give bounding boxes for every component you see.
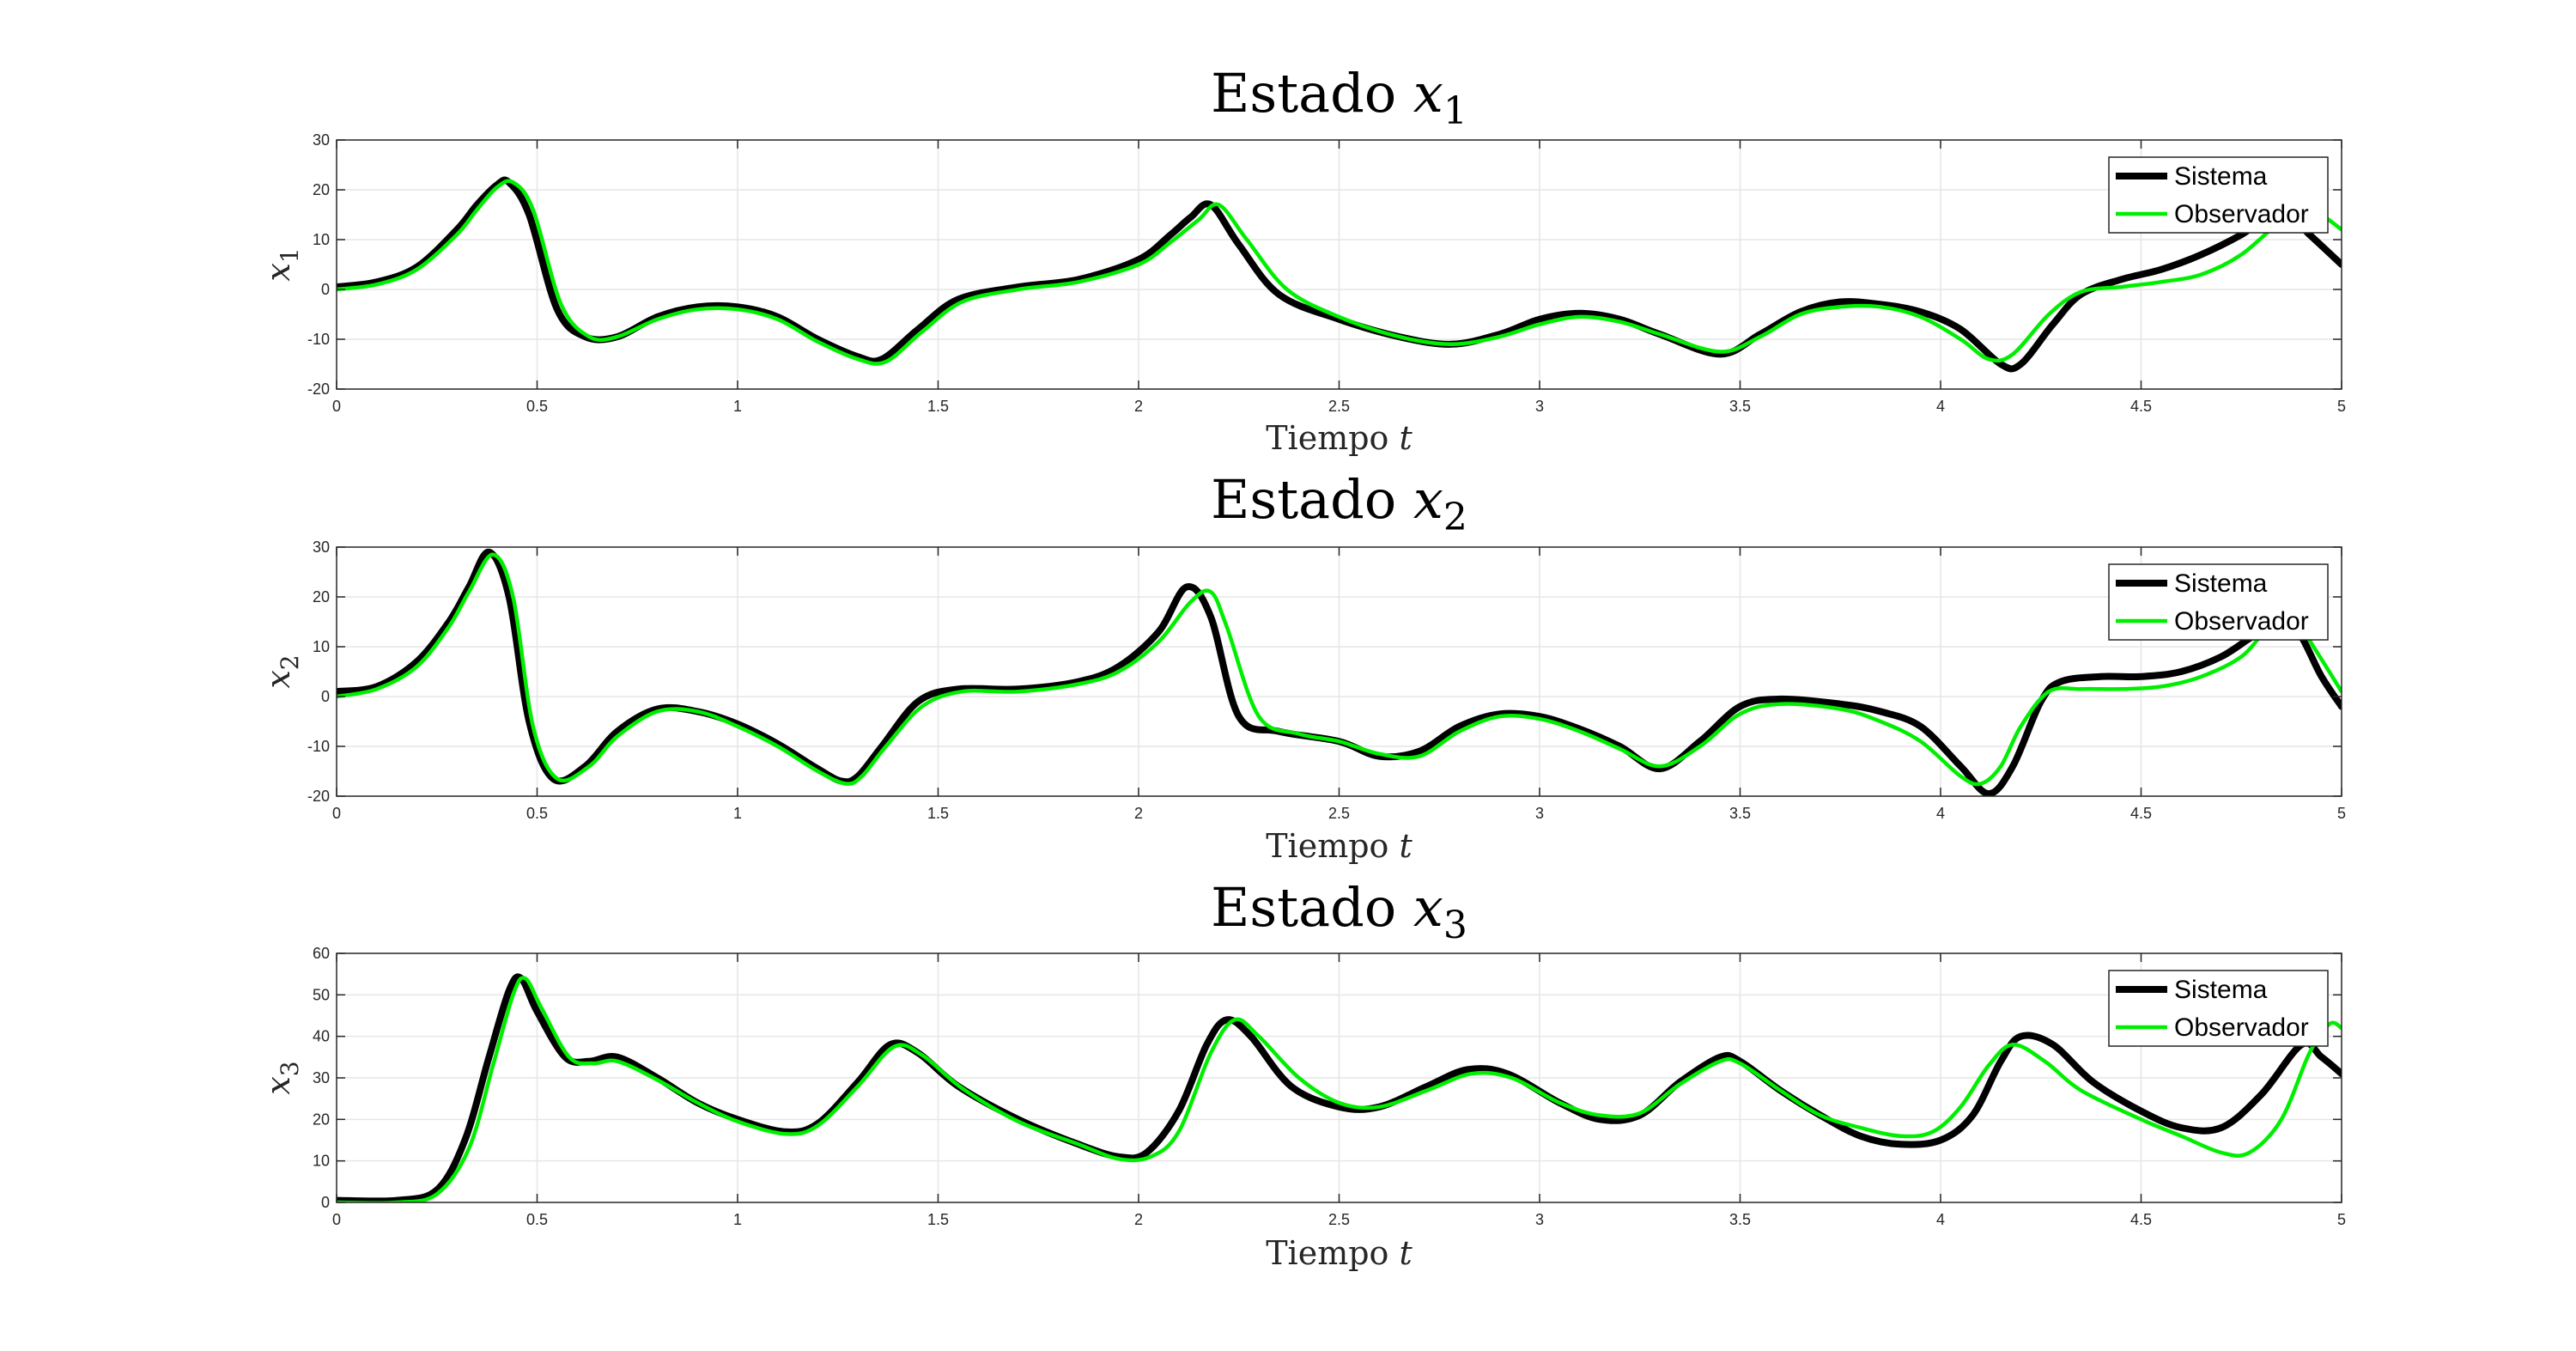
x-tick-label: 1.5 bbox=[927, 805, 949, 822]
x-tick-label: 4.5 bbox=[2130, 398, 2152, 415]
y-tick-label: 20 bbox=[313, 1111, 330, 1128]
y-tick-label: -20 bbox=[307, 788, 330, 805]
y-tick-label: -10 bbox=[307, 738, 330, 755]
chart-title: Estado x3 bbox=[1211, 876, 1467, 947]
x-tick-label: 3 bbox=[1535, 805, 1544, 822]
y-tick-label: 30 bbox=[313, 131, 330, 149]
x-tick-label: 3 bbox=[1535, 1211, 1544, 1228]
legend-box bbox=[2108, 563, 2329, 641]
y-tick-label: 30 bbox=[313, 539, 330, 556]
chart-panel-1: 0 0.5 1 1.5 2 2.5 3 3.5 4 4.5 5 -20 -10 0 10 20 30 Estado… bbox=[259, 62, 2346, 457]
x-tick-label: 4 bbox=[1936, 805, 1945, 822]
legend-label: Sistema bbox=[2174, 162, 2268, 191]
x-tick-label: 1 bbox=[733, 398, 742, 415]
x-tick-label: 5 bbox=[2337, 805, 2346, 822]
x-tick-label: 4.5 bbox=[2130, 1211, 2152, 1228]
x-tick-label: 3.5 bbox=[1729, 398, 1751, 415]
series-line-observador bbox=[337, 552, 2342, 787]
legend-box bbox=[2108, 156, 2329, 234]
x-axis-label: Tiempo t bbox=[1266, 1234, 1413, 1272]
series-line-observador bbox=[337, 976, 2342, 1202]
y-axis-label: x3 bbox=[259, 1061, 304, 1094]
y-tick-label: 10 bbox=[313, 231, 330, 248]
x-axis-label: Tiempo t bbox=[1266, 827, 1413, 865]
x-tick-label: 3.5 bbox=[1729, 805, 1751, 822]
legend: Sistema Observador bbox=[2108, 563, 2329, 641]
chart-title: Estado x1 bbox=[1211, 62, 1467, 133]
legend-label: Sistema bbox=[2174, 976, 2268, 1004]
legend-label: Observador bbox=[2174, 200, 2309, 228]
x-tick-label: 0 bbox=[332, 805, 341, 822]
legend: Sistema Observador bbox=[2108, 156, 2329, 234]
x-tick-label: 2 bbox=[1134, 1211, 1143, 1228]
x-tick-label: 1 bbox=[733, 1211, 742, 1228]
x-tick-label: 2.5 bbox=[1328, 805, 1350, 822]
y-tick-label: 60 bbox=[313, 945, 330, 962]
legend-box bbox=[2108, 970, 2329, 1047]
y-tick-label: 20 bbox=[313, 588, 330, 606]
y-axis-label: x2 bbox=[259, 654, 304, 688]
chart-panel-2: 0 0.5 1 1.5 2 2.5 3 3.5 4 4.5 5 -20 -10 0 10 20 30 Estado… bbox=[259, 468, 2346, 865]
x-tick-label: 2 bbox=[1134, 805, 1143, 822]
series-line-sistema bbox=[337, 973, 2342, 1202]
chart-panel-3: 0 0.5 1 1.5 2 2.5 3 3.5 4 4.5 50102030405060Estado… bbox=[259, 876, 2346, 1272]
y-tick-label: -10 bbox=[307, 331, 330, 348]
legend: Sistema Observador bbox=[2108, 970, 2329, 1047]
y-tick-label: 30 bbox=[313, 1069, 330, 1086]
x-tick-label: 0 bbox=[332, 398, 341, 415]
x-tick-label: 2.5 bbox=[1328, 1211, 1350, 1228]
x-tick-label: 5 bbox=[2337, 398, 2346, 415]
x-tick-label: 0.5 bbox=[526, 398, 548, 415]
y-tick-label: 0 bbox=[321, 1194, 330, 1211]
x-tick-label: 0.5 bbox=[526, 805, 548, 822]
legend-label: Observador bbox=[2174, 1013, 2309, 1042]
x-tick-label: 4.5 bbox=[2130, 805, 2152, 822]
x-tick-label: 4 bbox=[1936, 1211, 1945, 1228]
y-axis-label: x1 bbox=[259, 247, 304, 281]
x-tick-label: 0 bbox=[332, 1211, 341, 1228]
y-tick-label: 50 bbox=[313, 986, 330, 1003]
x-tick-label: 3 bbox=[1535, 398, 1544, 415]
legend-label: Observador bbox=[2174, 607, 2309, 636]
x-tick-label: 4 bbox=[1936, 398, 1945, 415]
y-tick-label: -20 bbox=[307, 380, 330, 398]
y-tick-label: 0 bbox=[321, 688, 330, 705]
y-tick-label: 10 bbox=[313, 638, 330, 655]
x-tick-label: 3.5 bbox=[1729, 1211, 1751, 1228]
legend-label: Sistema bbox=[2174, 569, 2268, 598]
x-tick-label: 0.5 bbox=[526, 1211, 548, 1228]
series-line-sistema bbox=[337, 548, 2342, 796]
x-tick-label: 5 bbox=[2337, 1211, 2346, 1228]
x-tick-label: 2.5 bbox=[1328, 398, 1350, 415]
y-tick-label: 40 bbox=[313, 1028, 330, 1045]
x-tick-label: 1.5 bbox=[927, 398, 949, 415]
chart-title: Estado x2 bbox=[1211, 468, 1467, 539]
y-tick-label: 0 bbox=[321, 281, 330, 298]
x-axis-label: Tiempo t bbox=[1266, 419, 1413, 457]
y-tick-label: 10 bbox=[313, 1153, 330, 1170]
x-tick-label: 2 bbox=[1134, 398, 1143, 415]
y-tick-label: 20 bbox=[313, 181, 330, 198]
x-tick-label: 1 bbox=[733, 805, 742, 822]
series-line-sistema bbox=[337, 176, 2342, 373]
series-line-observador bbox=[337, 179, 2342, 366]
x-tick-label: 1.5 bbox=[927, 1211, 949, 1228]
